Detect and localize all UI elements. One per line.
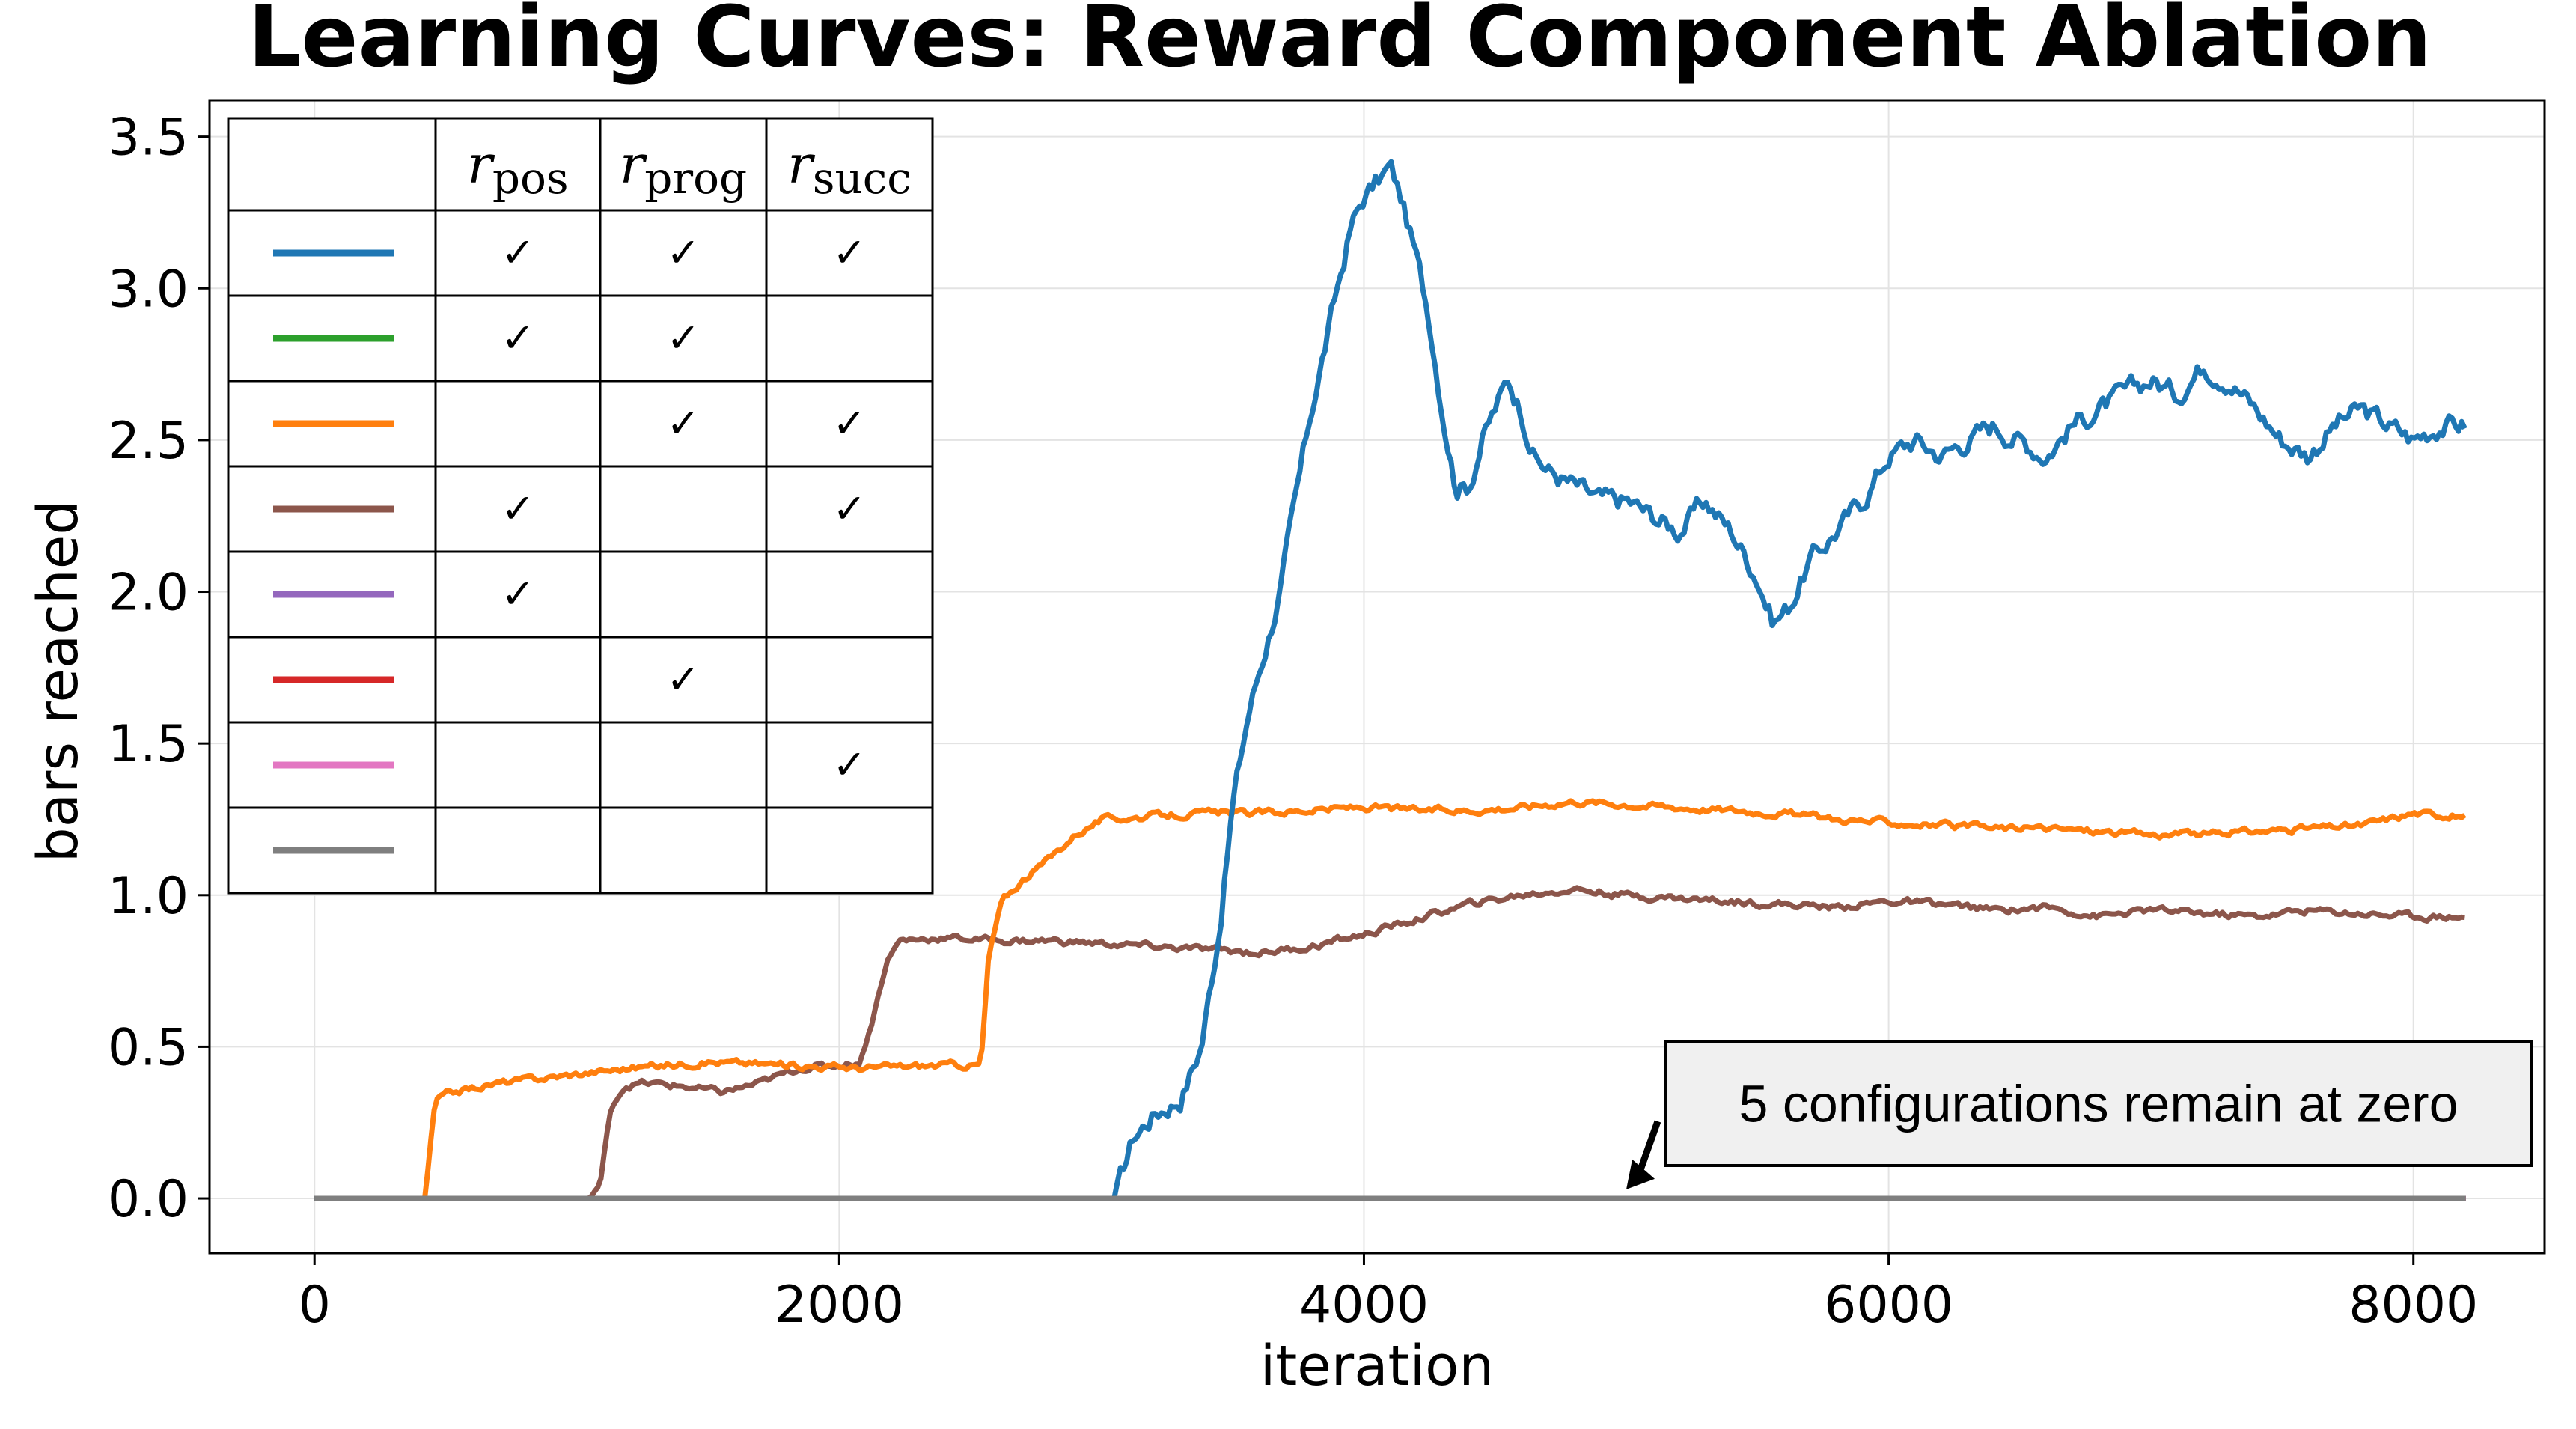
legend-check: ✓ [832, 400, 866, 447]
legend-check: ✓ [666, 656, 700, 703]
chart-title: Learning Curves: Reward Component Ablati… [248, 0, 2432, 86]
x-tick-label: 8000 [2348, 1276, 2478, 1335]
legend-check: ✓ [501, 314, 534, 362]
legend-check: ✓ [501, 570, 534, 618]
legend-check: ✓ [666, 400, 700, 447]
legend-check: ✓ [666, 314, 700, 362]
y-tick-label: 3.5 [108, 109, 189, 168]
legend-check: ✓ [501, 229, 534, 276]
y-tick-label: 0.5 [108, 1018, 189, 1077]
x-tick-label: 4000 [1299, 1276, 1429, 1335]
annotation-arrow [1635, 1120, 1661, 1177]
legend-check: ✓ [832, 741, 866, 788]
series-line [314, 798, 2467, 1201]
legend-check: ✓ [666, 229, 700, 276]
y-tick-label: 0.0 [108, 1170, 189, 1229]
y-tick-label: 2.5 [108, 412, 189, 471]
annotation-text: 5 configurations remain at zero [1739, 1075, 2458, 1133]
plot-frame [208, 99, 2546, 1255]
axis-ticks: 0 2000 4000 6000 8000 0.0 0.5 1.0 1.5 2.0 2.5 3.0 3.… [108, 109, 2478, 1335]
annotation-arrowhead [1626, 1159, 1655, 1189]
x-axis-label: iteration [1260, 1334, 1495, 1398]
y-tick-label: 3.0 [108, 260, 189, 319]
x-tick-label: 2000 [775, 1276, 904, 1335]
y-tick-label: 1.0 [108, 867, 189, 926]
annotation-box [1664, 1040, 2533, 1167]
series-line [314, 885, 2465, 1201]
annotation: 5 configurations remain at zero [1626, 1040, 2533, 1189]
y-tick-label: 1.5 [108, 715, 189, 774]
x-tick-label: 0 [299, 1276, 331, 1335]
series-lines [314, 159, 2467, 1201]
legend-check: ✓ [832, 485, 866, 532]
legend-check: ✓ [501, 485, 534, 532]
x-tick-label: 6000 [1824, 1276, 1953, 1335]
legend-check: ✓ [832, 229, 866, 276]
y-axis-label: bars reached [26, 500, 91, 863]
legend-table: rpos rprog rsucc✓ ✓ ✓✓ ✓✓ ✓✓ ✓✓✓✓ [227, 117, 934, 895]
y-tick-label: 2.0 [108, 564, 189, 623]
